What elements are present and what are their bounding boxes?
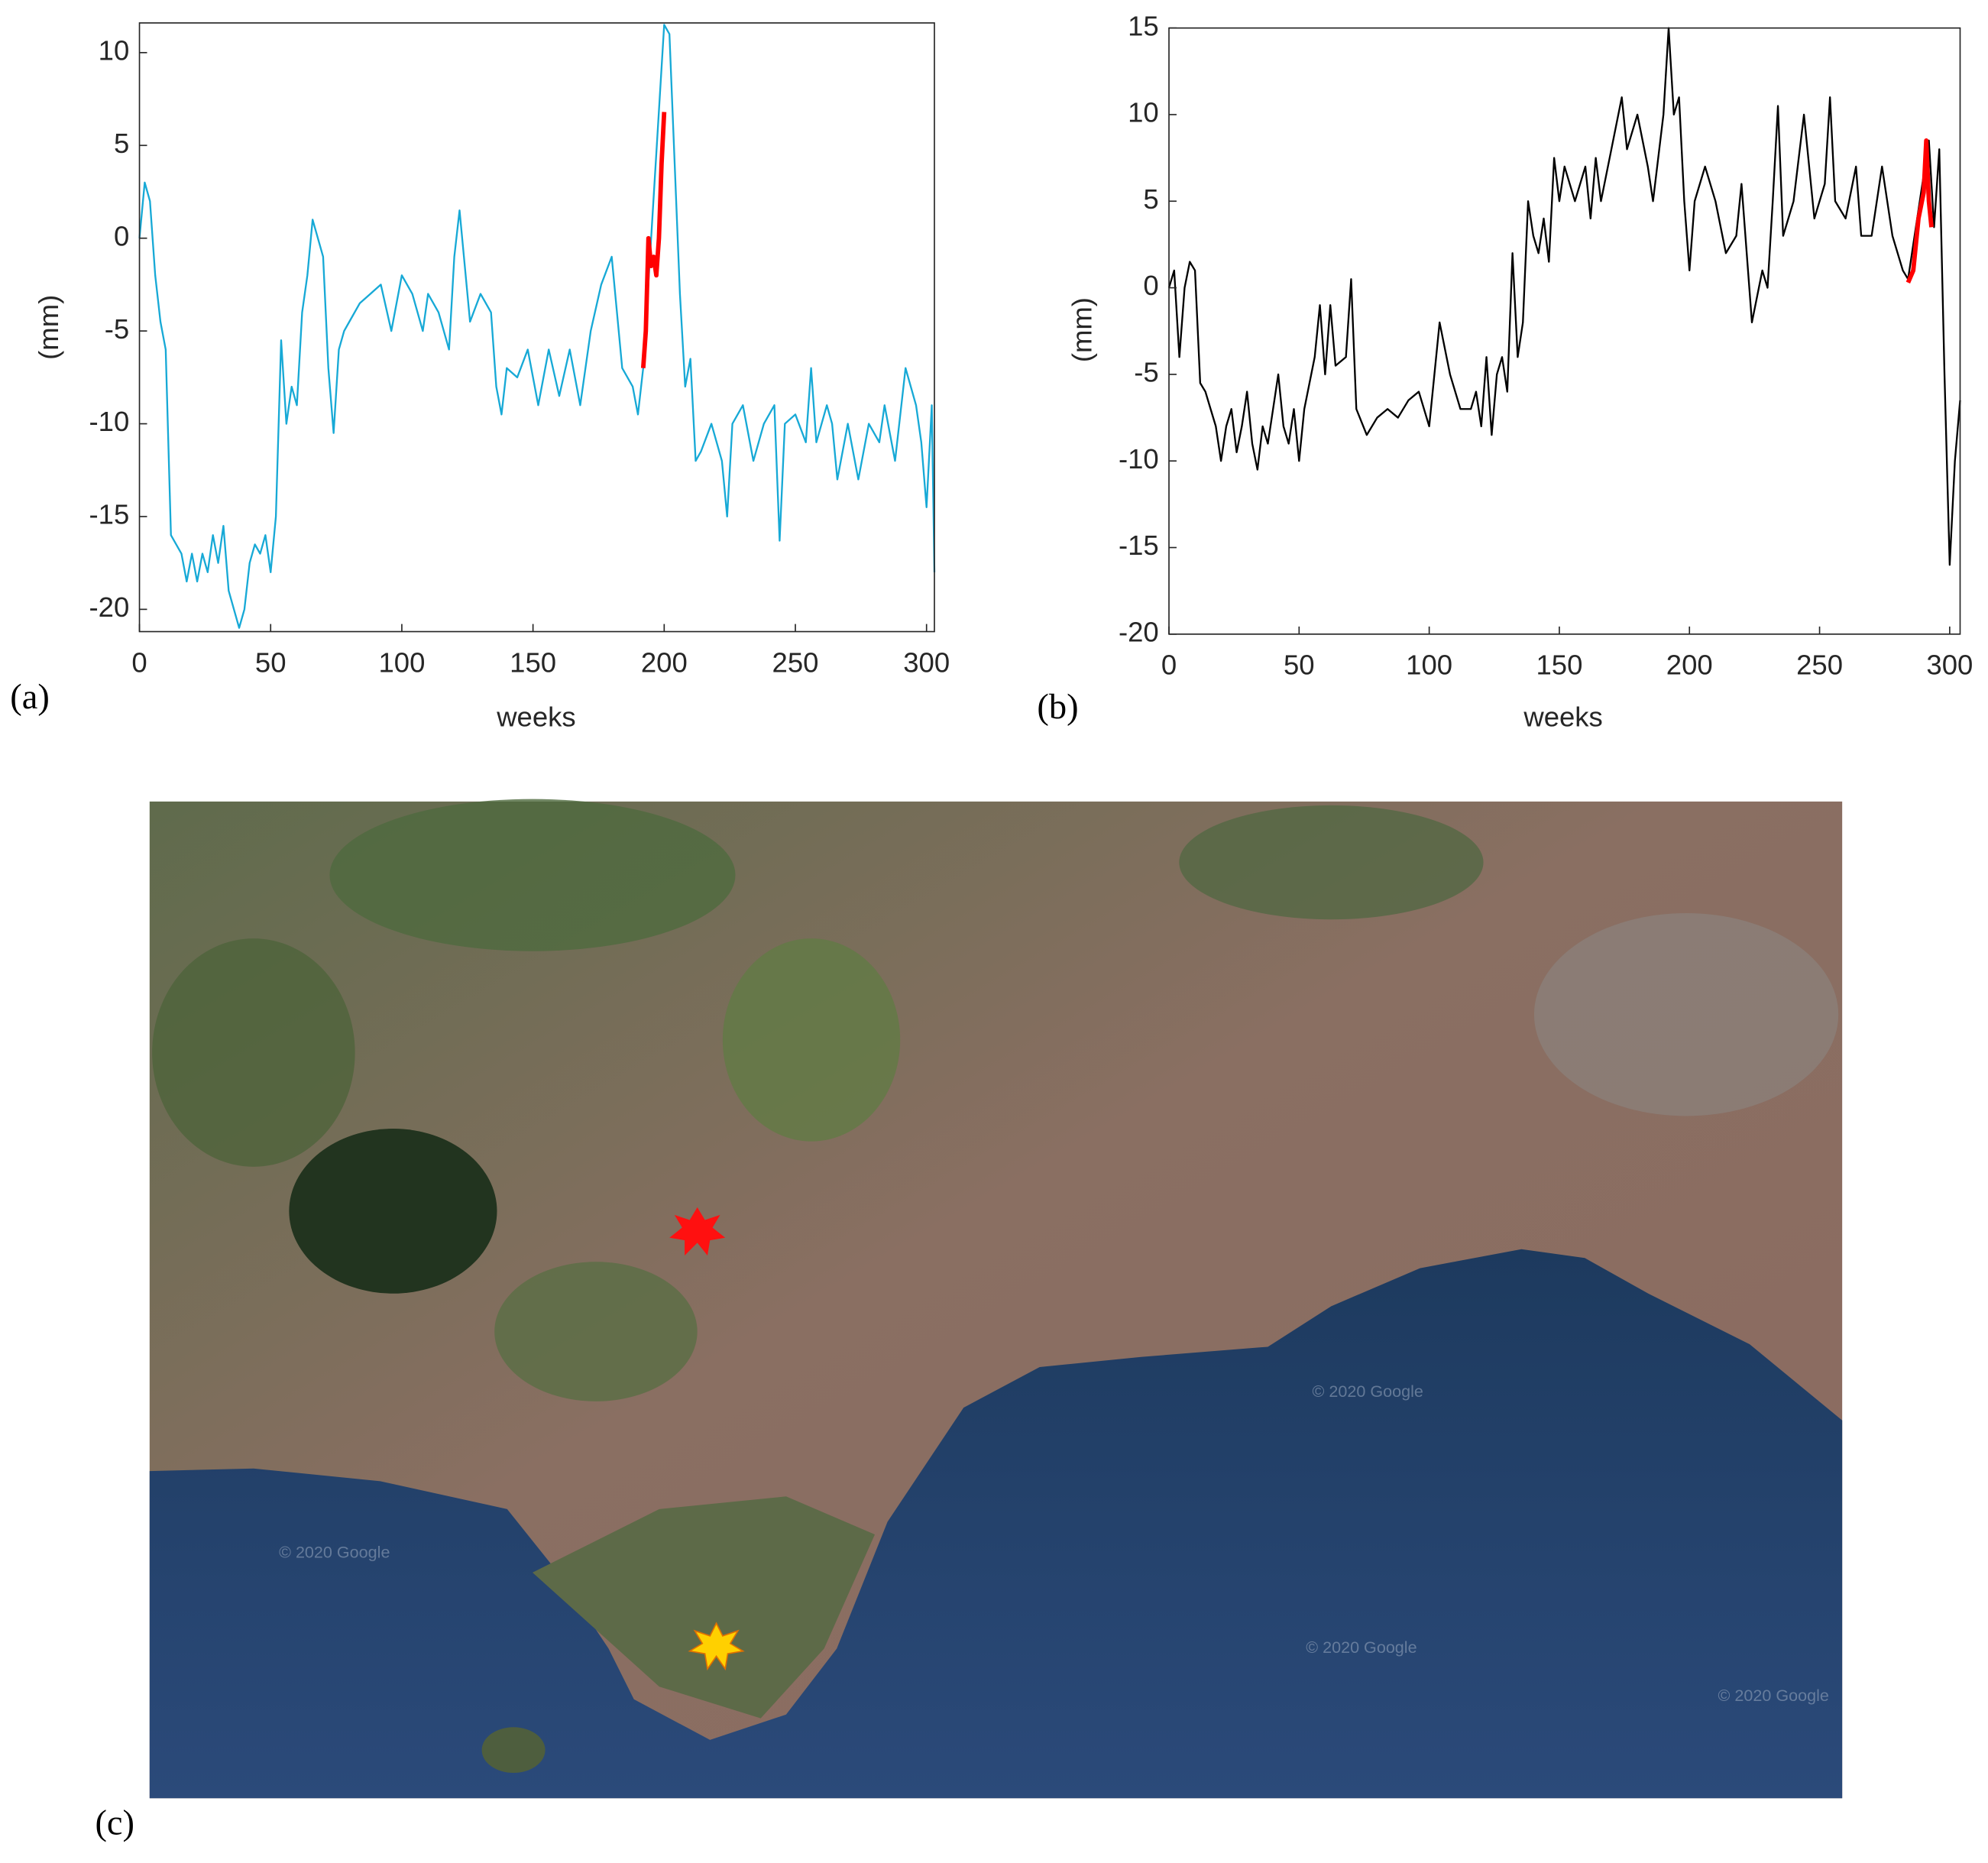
crater: [289, 1129, 497, 1294]
hills: [152, 938, 355, 1167]
x-tick-label: 0: [1161, 650, 1177, 681]
data-line: [1167, 27, 1961, 566]
x-tick-label: 300: [1926, 650, 1973, 681]
y-tick-label: 10: [99, 35, 130, 66]
y-axis-label: (mm): [33, 295, 64, 360]
x-tick-label: 250: [772, 646, 819, 678]
panel-label: (c): [95, 1803, 134, 1842]
hills: [722, 938, 901, 1142]
y-tick-label: -5: [1134, 357, 1158, 388]
panel-label: (b): [1037, 688, 1078, 727]
data-line: [138, 24, 936, 629]
yellow-star-marker: [688, 1622, 745, 1671]
x-tick-label: 50: [255, 646, 287, 678]
y-tick-label: 0: [114, 220, 129, 251]
y-tick-label: 15: [1128, 10, 1159, 41]
x-tick-label: 50: [1284, 650, 1315, 681]
y-tick-label: -15: [89, 499, 129, 530]
y-tick-label: -5: [105, 313, 129, 345]
watermark: © 2020 Google: [1306, 1638, 1417, 1657]
axes-box: [138, 22, 935, 633]
chart: 0 50 100 150 200 250 300 -20 -15 -10 -5 0 5 10 weeks (m…: [10, 22, 950, 733]
hills: [329, 799, 736, 951]
hills: [494, 1262, 698, 1401]
x-tick-label: 200: [641, 646, 688, 678]
x-tick-label: 250: [1796, 650, 1843, 681]
y-tick-label: 0: [1143, 270, 1158, 301]
watermark: © 2020 Google: [1718, 1686, 1829, 1705]
y-tick-label: -20: [89, 591, 129, 623]
x-tick-label: 0: [131, 646, 147, 678]
x-axis-label: weeks: [1523, 701, 1602, 733]
axes-box: [1168, 27, 1961, 635]
y-tick-label: 5: [114, 128, 129, 159]
panel-label: (a): [10, 678, 50, 717]
y-tick-label: -20: [1119, 617, 1159, 648]
chart: 0 50 100 150 200 250 300 -20 -15 -10 -5 0 5 10 15 weeks…: [1037, 10, 1973, 732]
data-line: [1905, 138, 1934, 284]
x-tick-label: 150: [1536, 650, 1582, 681]
port-area: [1533, 912, 1839, 1116]
sea: [149, 1249, 1843, 1799]
x-tick-label: 150: [510, 646, 556, 678]
red-star-marker: [669, 1207, 726, 1256]
watermark: © 2020 Google: [279, 1543, 390, 1562]
island: [481, 1727, 546, 1774]
y-tick-label: -15: [1119, 530, 1159, 561]
x-axis-label: weeks: [496, 701, 575, 733]
y-tick-label: -10: [1119, 443, 1159, 475]
x-tick-label: 100: [378, 646, 425, 678]
y-tick-label: 10: [1128, 97, 1159, 128]
y-axis-label: (mm): [1066, 297, 1097, 362]
x-tick-label: 300: [903, 646, 950, 678]
headland: [532, 1496, 876, 1719]
data-line: [640, 112, 667, 368]
hills: [1179, 805, 1484, 920]
y-tick-label: -10: [89, 406, 129, 437]
x-tick-label: 100: [1406, 650, 1452, 681]
map: © 2020 Google © 2020 Google © 2020 Googl…: [95, 799, 1843, 1842]
x-tick-label: 200: [1666, 650, 1713, 681]
y-tick-label: 5: [1143, 183, 1158, 215]
watermark: © 2020 Google: [1313, 1382, 1423, 1401]
